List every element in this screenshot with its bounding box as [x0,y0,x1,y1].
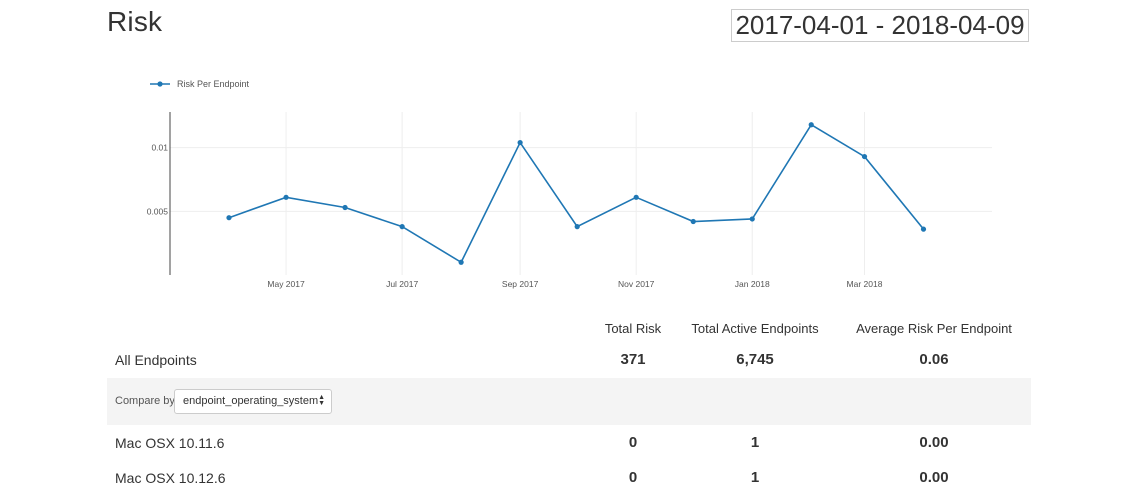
x-tick-label: Sep 2017 [502,279,539,289]
chart-legend: Risk Per Endpoint [150,79,250,89]
data-point [226,215,232,221]
data-point [399,224,405,230]
x-tick-label: Jul 2017 [386,279,418,289]
updown-arrows-icon: ▲ ▼ [318,394,325,407]
row-1-total-active-endpoints: 1 [750,469,760,486]
data-point [633,194,639,200]
compare-by-selected-value: endpoint_operating_system [183,395,319,407]
data-point [808,122,814,128]
data-point [861,153,868,160]
compare-by-label: Compare by [115,395,175,407]
data-point [920,226,927,232]
row-0-total-active-endpoints: 1 [750,434,760,451]
date-range-picker[interactable]: 2017-04-01 - 2018-04-09 [731,9,1029,42]
data-point [517,139,523,146]
header-average-risk: Average Risk Per Endpoint [856,321,1012,336]
x-tick-label: Nov 2017 [618,279,655,289]
compare-by-select[interactable]: endpoint_operating_system ▲ ▼ [174,389,332,414]
data-point [574,224,580,230]
table-row-label: Mac OSX 10.11.6 [115,435,225,451]
data-point [283,194,289,200]
row-1-total-risk: 0 [628,469,638,486]
row-0-average-risk: 0.00 [919,434,949,451]
data-point [690,218,696,225]
risk-line-chart: Risk Per Endpoint May 2017 Jul 2017 Sep 20… [147,79,992,289]
row-1-average-risk: 0.00 [919,469,949,486]
data-point [749,216,755,222]
y-tick-label: 0.01 [151,143,168,153]
header-total-risk: Total Risk [604,321,662,336]
data-point [342,204,348,211]
compare-bar: Compare by endpoint_operating_system ▲ ▼ [107,378,1031,425]
summary-total-risk: 371 [620,351,646,368]
chart-series [226,122,927,265]
summary-total-active-endpoints: 6,745 [736,351,774,368]
table-row-label: Mac OSX 10.12.6 [115,470,226,486]
header-total-active-endpoints: Total Active Endpoints [691,321,819,336]
y-tick-label: 0.005 [147,206,169,216]
x-tick-label: Jan 2018 [735,279,770,289]
chart-axes: May 2017 Jul 2017 Sep 2017 Nov 2017 Jan 2018… [147,112,883,289]
chart-grid [170,112,992,275]
x-tick-label: Mar 2018 [847,279,883,289]
data-point [458,259,464,265]
series-line [228,123,925,264]
page-title: Risk [107,6,163,37]
row-0-total-risk: 0 [628,434,638,451]
legend-label: Risk Per Endpoint [177,79,250,89]
summary-average-risk: 0.06 [919,351,949,368]
summary-row-label: All Endpoints [115,352,197,368]
x-tick-label: May 2017 [267,279,305,289]
legend-marker [157,81,163,87]
